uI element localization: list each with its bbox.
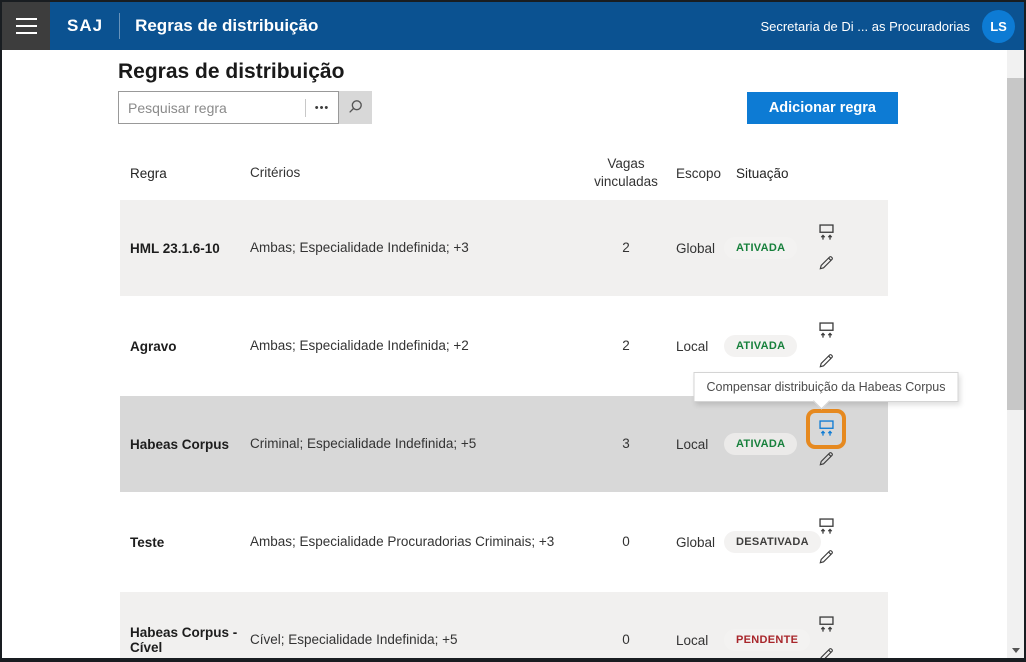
- compensate-distribution-button[interactable]: [813, 220, 839, 246]
- rule-linked-slots: 3: [622, 435, 630, 451]
- row-actions: [808, 220, 844, 277]
- table-row[interactable]: HML 23.1.6-10 Ambas; Especialidade Indef…: [120, 200, 888, 296]
- page-title: Regras de distribuição: [118, 60, 345, 83]
- rule-criteria: Ambas; Especialidade Indefinida; +3: [250, 240, 469, 256]
- table-row[interactable]: Teste Ambas; Especialidade Procuradorias…: [120, 494, 888, 590]
- user-scope-label: Secretaria de Di ... as Procuradorias: [760, 18, 970, 34]
- rule-scope: Local: [676, 338, 709, 354]
- hamburger-menu-button[interactable]: [2, 2, 50, 50]
- status-badge: ATIVADA: [724, 335, 798, 357]
- rule-name: Habeas Corpus - Cível: [130, 625, 238, 655]
- rule-linked-slots: 2: [622, 337, 630, 353]
- status-badge: ATIVADA: [724, 237, 798, 259]
- chevron-down-icon: [1011, 648, 1020, 657]
- compensate-distribution-icon: [817, 418, 836, 440]
- tooltip: Compensar distribuição da Habeas Corpus: [693, 371, 959, 402]
- compensate-distribution-button[interactable]: Compensar distribuição da Habeas Corpus: [693, 371, 959, 449]
- search-icon: [347, 98, 364, 118]
- edit-pencil-icon: [817, 351, 836, 373]
- edit-pencil-icon: [817, 449, 836, 471]
- table-header: Regra Critérios Vagas vinculadas Escopo …: [120, 146, 888, 200]
- rule-name: Teste: [130, 534, 165, 550]
- edit-pencil-icon: [817, 645, 836, 658]
- compensate-distribution-button[interactable]: [813, 612, 839, 638]
- search-control: •••: [118, 91, 372, 124]
- table-row[interactable]: Habeas Corpus - Cível Cível; Especialida…: [120, 592, 888, 658]
- table-row[interactable]: Habeas Corpus Criminal; Especialidade In…: [120, 371, 959, 492]
- column-header-regra: Regra: [130, 165, 167, 181]
- rule-name: Agravo: [130, 338, 177, 354]
- rules-table: Regra Critérios Vagas vinculadas Escopo …: [120, 146, 959, 658]
- rule-name: HML 23.1.6-10: [130, 240, 220, 256]
- edit-rule-button[interactable]: [813, 447, 839, 473]
- edit-rule-button[interactable]: [813, 643, 839, 658]
- rule-linked-slots: 0: [622, 631, 630, 647]
- search-options-button[interactable]: •••: [306, 92, 338, 123]
- compensate-distribution-icon: [817, 516, 836, 538]
- rule-criteria: Cível; Especialidade Indefinida; +5: [250, 632, 458, 648]
- header-right: Secretaria de Di ... as Procuradorias LS: [760, 9, 1024, 43]
- header-divider: [119, 13, 121, 39]
- compensate-distribution-icon: [817, 614, 836, 636]
- edit-pencil-icon: [817, 253, 836, 275]
- search-button[interactable]: [339, 91, 372, 124]
- column-header-criterios: Critérios: [250, 165, 301, 181]
- row-actions: [808, 612, 844, 658]
- row-actions: [808, 318, 844, 375]
- status-badge: ATIVADA: [724, 433, 798, 455]
- row-actions: [808, 514, 844, 571]
- rule-linked-slots: 0: [622, 533, 630, 549]
- table-body: HML 23.1.6-10 Ambas; Especialidade Indef…: [120, 200, 959, 658]
- edit-rule-button[interactable]: [813, 349, 839, 375]
- table-row[interactable]: Agravo Ambas; Especialidade Indefinida; …: [120, 298, 888, 394]
- column-header-escopo: Escopo: [676, 165, 722, 181]
- rule-linked-slots: 2: [622, 239, 630, 255]
- rule-criteria: Criminal; Especialidade Indefinida; +5: [250, 436, 477, 452]
- user-avatar[interactable]: LS: [982, 9, 1015, 43]
- add-rule-button[interactable]: Adicionar regra: [746, 91, 898, 124]
- rule-criteria: Ambas; Especialidade Procuradorias Crimi…: [250, 534, 555, 550]
- brand-logo: SAJ: [67, 16, 104, 35]
- rule-scope: Local: [676, 436, 709, 452]
- status-badge: PENDENTE: [724, 629, 811, 651]
- rule-scope: Global: [676, 240, 716, 256]
- row-actions: Compensar distribuição da Habeas Corpus: [693, 371, 959, 473]
- hamburger-icon: [15, 18, 37, 20]
- main-content: Regras de distribuição •••: [2, 50, 1007, 658]
- rule-name: Habeas Corpus: [130, 436, 230, 452]
- search-separator: [305, 98, 306, 117]
- column-header-vagas: Vagas vinculadas: [594, 155, 658, 189]
- search-input[interactable]: [119, 99, 305, 116]
- rule-scope: Local: [676, 632, 709, 648]
- vertical-scrollbar[interactable]: [1007, 50, 1024, 658]
- edit-pencil-icon: [817, 547, 836, 569]
- toolbar: ••• Adicionar regra: [118, 91, 898, 124]
- header-page-title: Regras de distribuição: [135, 16, 319, 35]
- edit-rule-button[interactable]: [813, 545, 839, 571]
- column-header-situacao: Situação: [736, 165, 789, 181]
- scrollbar-down-button[interactable]: [1007, 642, 1024, 658]
- compensate-distribution-icon: [817, 222, 836, 244]
- edit-rule-button[interactable]: [813, 251, 839, 277]
- ellipsis-icon: •••: [314, 101, 330, 114]
- compensate-distribution-button[interactable]: [813, 514, 839, 540]
- app-header: SAJ Regras de distribuição Secretaria de…: [2, 2, 1024, 50]
- search-box: •••: [118, 91, 339, 124]
- status-badge: DESATIVADA: [724, 531, 821, 553]
- rule-scope: Global: [676, 534, 716, 550]
- rule-criteria: Ambas; Especialidade Indefinida; +2: [250, 338, 469, 354]
- compensate-distribution-button[interactable]: [813, 318, 839, 344]
- scrollbar-thumb[interactable]: [1007, 78, 1024, 410]
- compensate-distribution-icon: [817, 320, 836, 342]
